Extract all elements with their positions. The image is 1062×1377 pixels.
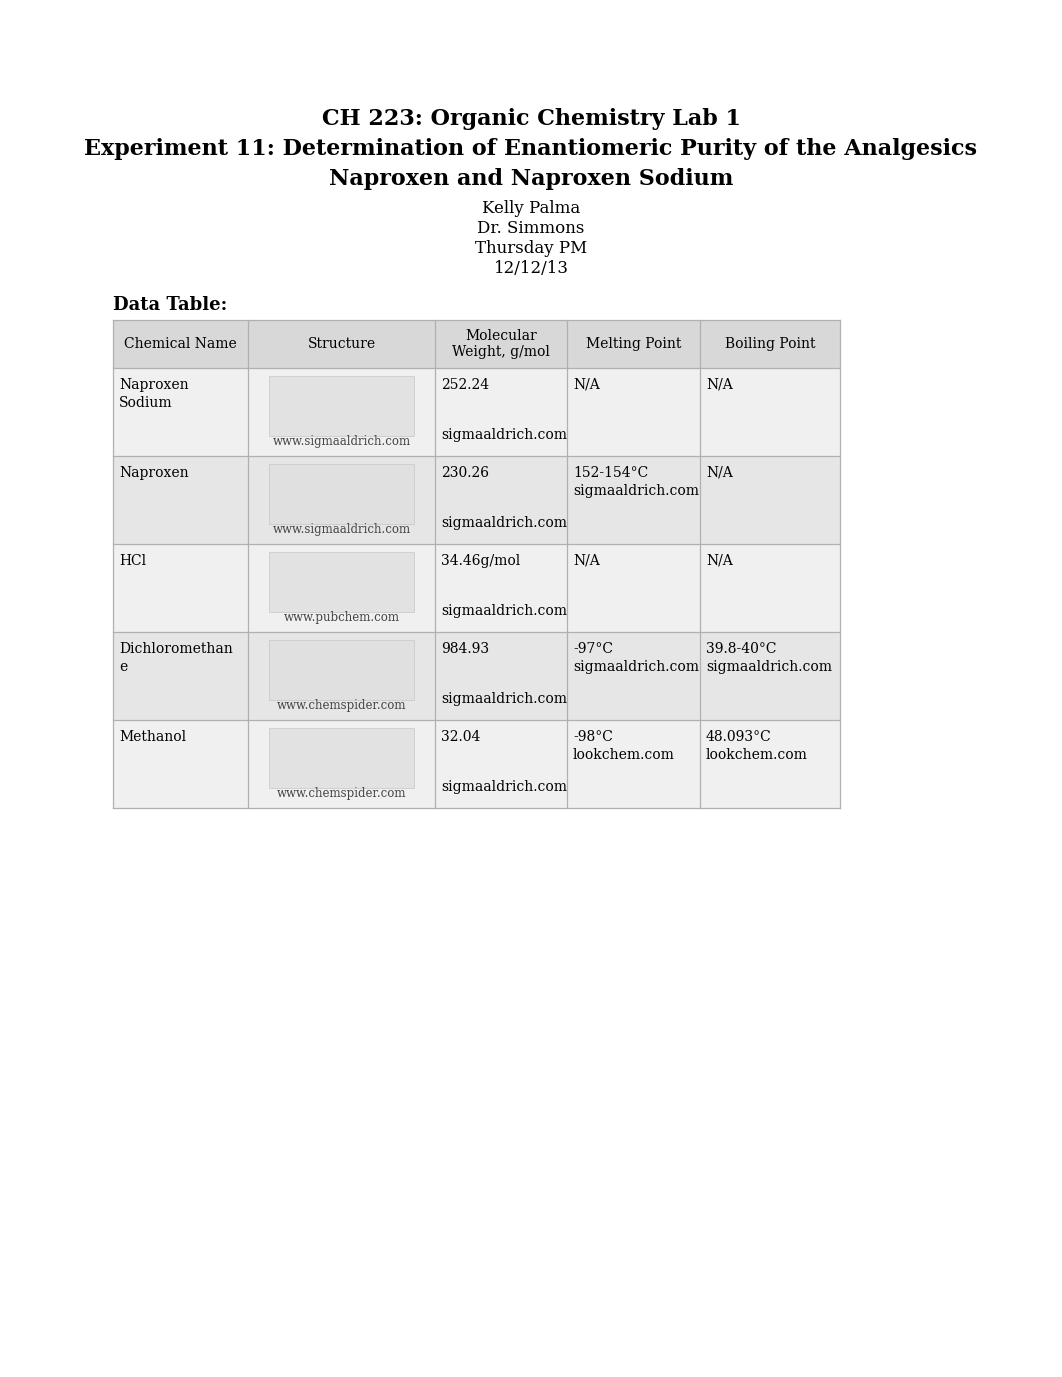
Text: N/A: N/A — [573, 379, 600, 392]
Text: Data Table:: Data Table: — [113, 296, 227, 314]
Text: Kelly Palma: Kelly Palma — [482, 200, 580, 218]
Text: www.pubchem.com: www.pubchem.com — [284, 611, 399, 624]
Bar — [113, 368, 840, 456]
Text: sigmaaldrich.com: sigmaaldrich.com — [441, 516, 567, 530]
Text: 32.04: 32.04 — [441, 730, 480, 744]
Text: lookchem.com: lookchem.com — [573, 748, 674, 761]
Bar — [113, 544, 840, 632]
Bar — [113, 319, 840, 368]
Text: sigmaaldrich.com: sigmaaldrich.com — [441, 779, 567, 795]
Text: www.sigmaaldrich.com: www.sigmaaldrich.com — [273, 523, 411, 536]
Text: Dr. Simmons: Dr. Simmons — [477, 220, 585, 237]
Text: 230.26: 230.26 — [441, 465, 489, 481]
Text: Dichloromethan
e: Dichloromethan e — [119, 642, 233, 675]
Bar — [113, 720, 840, 808]
Text: HCl: HCl — [119, 554, 147, 567]
Bar — [269, 376, 414, 437]
Text: Molecular
Weight, g/mol: Molecular Weight, g/mol — [452, 329, 550, 359]
Bar — [269, 552, 414, 611]
Bar — [269, 728, 414, 788]
Text: sigmaaldrich.com: sigmaaldrich.com — [441, 428, 567, 442]
Bar — [113, 632, 840, 720]
Text: www.chemspider.com: www.chemspider.com — [277, 788, 407, 800]
Text: 252.24: 252.24 — [441, 379, 490, 392]
Text: Melting Point: Melting Point — [586, 337, 681, 351]
Text: Structure: Structure — [307, 337, 376, 351]
Text: sigmaaldrich.com: sigmaaldrich.com — [441, 693, 567, 706]
Text: 984.93: 984.93 — [441, 642, 490, 655]
Text: sigmaaldrich.com: sigmaaldrich.com — [441, 605, 567, 618]
Text: -98°C: -98°C — [573, 730, 613, 744]
Text: sigmaaldrich.com: sigmaaldrich.com — [573, 660, 699, 673]
Bar — [113, 456, 840, 544]
Text: N/A: N/A — [706, 379, 733, 392]
Text: lookchem.com: lookchem.com — [706, 748, 808, 761]
Text: -97°C: -97°C — [573, 642, 613, 655]
Text: Naproxen
Sodium: Naproxen Sodium — [119, 379, 189, 410]
Text: N/A: N/A — [706, 554, 733, 567]
Text: Chemical Name: Chemical Name — [124, 337, 237, 351]
Text: Naproxen: Naproxen — [119, 465, 189, 481]
Text: Thursday PM: Thursday PM — [475, 240, 587, 257]
Text: 152-154°C: 152-154°C — [573, 465, 648, 481]
Text: N/A: N/A — [573, 554, 600, 567]
Text: Experiment 11: Determination of Enantiomeric Purity of the Analgesics: Experiment 11: Determination of Enantiom… — [85, 138, 977, 160]
Text: www.chemspider.com: www.chemspider.com — [277, 700, 407, 712]
Bar — [269, 640, 414, 700]
Text: CH 223: Organic Chemistry Lab 1: CH 223: Organic Chemistry Lab 1 — [322, 107, 740, 129]
Text: 48.093°C: 48.093°C — [706, 730, 772, 744]
Text: sigmaaldrich.com: sigmaaldrich.com — [706, 660, 832, 673]
Text: 34.46g/mol: 34.46g/mol — [441, 554, 520, 567]
Bar — [269, 464, 414, 525]
Text: 12/12/13: 12/12/13 — [494, 260, 568, 277]
Text: sigmaaldrich.com: sigmaaldrich.com — [573, 483, 699, 498]
Text: Methanol: Methanol — [119, 730, 186, 744]
Text: 39.8-40°C: 39.8-40°C — [706, 642, 776, 655]
Bar — [113, 319, 840, 808]
Text: Boiling Point: Boiling Point — [724, 337, 816, 351]
Text: N/A: N/A — [706, 465, 733, 481]
Text: Naproxen and Naproxen Sodium: Naproxen and Naproxen Sodium — [329, 168, 733, 190]
Text: www.sigmaaldrich.com: www.sigmaaldrich.com — [273, 435, 411, 448]
